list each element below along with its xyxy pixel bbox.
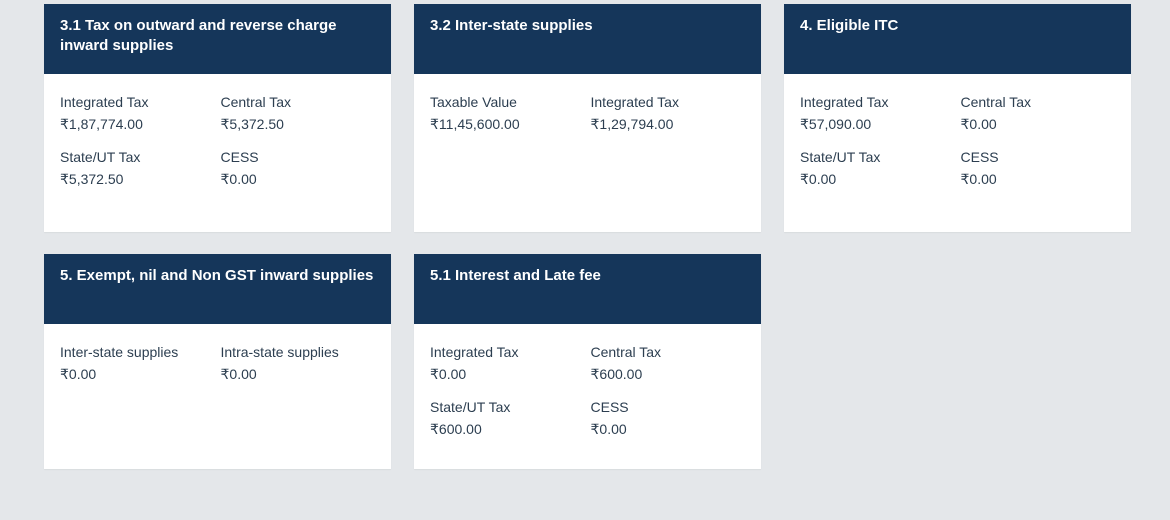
kv-label: Central Tax [591,342,746,362]
card-5-exempt-nil[interactable]: 5. Exempt, nil and Non GST inward suppli… [44,254,391,469]
kv-label: Inter-state supplies [60,342,215,362]
kv-value: ₹1,29,794.00 [591,114,746,134]
card-body: Integrated Tax ₹0.00 Central Tax ₹600.00… [414,324,761,469]
card-body: Integrated Tax ₹1,87,774.00 Central Tax … [44,74,391,232]
kv-label: Taxable Value [430,92,585,112]
kv-value: ₹0.00 [800,169,955,189]
card-body: Integrated Tax ₹57,090.00 Central Tax ₹0… [784,74,1131,232]
kv-value: ₹0.00 [221,169,376,189]
kv-label: Integrated Tax [430,342,585,362]
kv-value: ₹1,87,774.00 [60,114,215,134]
kv-value: ₹600.00 [430,419,585,439]
kv-value: ₹0.00 [221,364,376,384]
kv-label: CESS [591,397,746,417]
kv-label: Integrated Tax [60,92,215,112]
card-title: 4. Eligible ITC [800,16,898,36]
kv-value: ₹5,372.50 [221,114,376,134]
kv-label: CESS [961,147,1116,167]
card-title: 3.2 Inter-state supplies [430,16,593,36]
kv-value: ₹0.00 [430,364,585,384]
card-header: 4. Eligible ITC [784,4,1131,74]
card-body: Taxable Value ₹11,45,600.00 Integrated T… [414,74,761,232]
kv-label: State/UT Tax [800,147,955,167]
summary-card-grid: 3.1 Tax on outward and reverse charge in… [44,0,1126,469]
card-header: 3.1 Tax on outward and reverse charge in… [44,4,391,74]
kv-value: ₹0.00 [591,419,746,439]
card-header: 3.2 Inter-state supplies [414,4,761,74]
card-3-1-outward-reverse[interactable]: 3.1 Tax on outward and reverse charge in… [44,4,391,232]
card-3-2-interstate[interactable]: 3.2 Inter-state supplies Taxable Value ₹… [414,4,761,232]
card-body: Inter-state supplies ₹0.00 Intra-state s… [44,324,391,462]
card-title: 5.1 Interest and Late fee [430,266,601,286]
kv-value: ₹5,372.50 [60,169,215,189]
kv-label: State/UT Tax [430,397,585,417]
card-title: 5. Exempt, nil and Non GST inward suppli… [60,266,373,286]
kv-label: Intra-state supplies [221,342,376,362]
card-header: 5. Exempt, nil and Non GST inward suppli… [44,254,391,324]
kv-label: Central Tax [961,92,1116,112]
kv-value: ₹0.00 [961,114,1116,134]
kv-label: Integrated Tax [800,92,955,112]
kv-label: State/UT Tax [60,147,215,167]
kv-value: ₹11,45,600.00 [430,114,585,134]
card-title: 3.1 Tax on outward and reverse charge in… [60,16,375,57]
kv-value: ₹57,090.00 [800,114,955,134]
kv-label: Central Tax [221,92,376,112]
kv-label: Integrated Tax [591,92,746,112]
card-4-eligible-itc[interactable]: 4. Eligible ITC Integrated Tax ₹57,090.0… [784,4,1131,232]
card-header: 5.1 Interest and Late fee [414,254,761,324]
kv-value: ₹0.00 [60,364,215,384]
kv-label: CESS [221,147,376,167]
kv-value: ₹600.00 [591,364,746,384]
kv-value: ₹0.00 [961,169,1116,189]
card-5-1-interest-late-fee[interactable]: 5.1 Interest and Late fee Integrated Tax… [414,254,761,469]
